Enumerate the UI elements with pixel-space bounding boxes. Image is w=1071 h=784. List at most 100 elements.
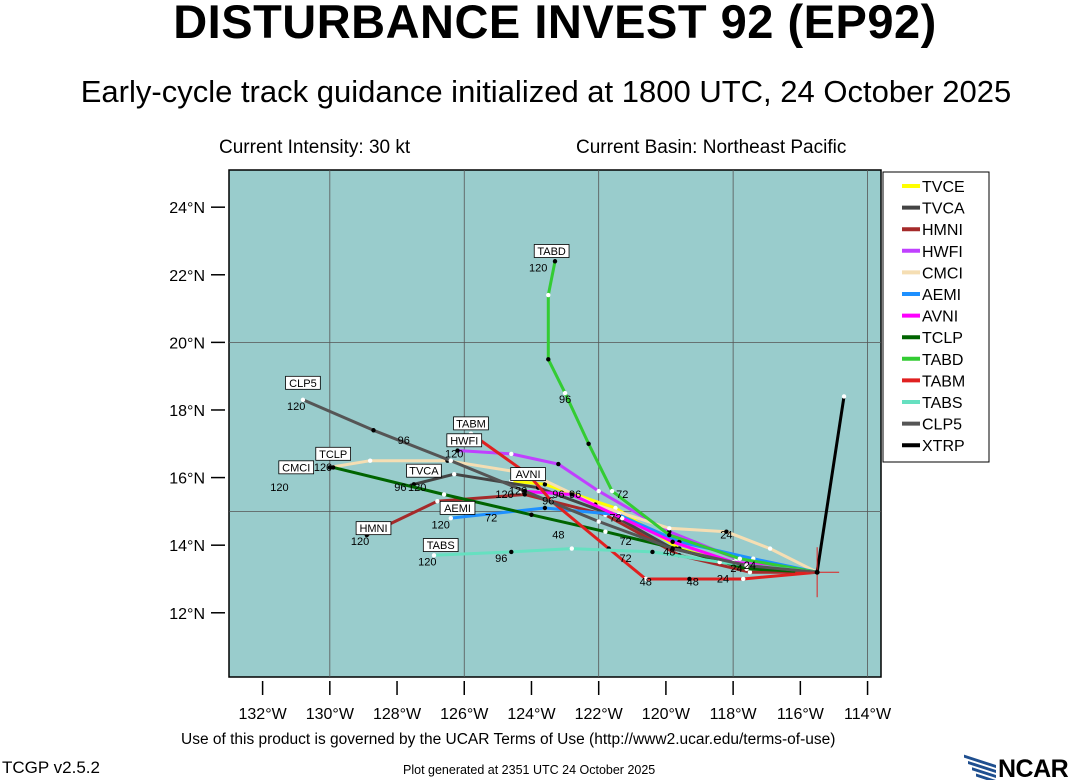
- x-tick-label: 126°W: [440, 706, 489, 723]
- track-point: [552, 259, 558, 264]
- legend-label: AVNI: [922, 309, 958, 326]
- x-tick-label: 114°W: [844, 706, 892, 723]
- terms-of-use-note: Use of this product is governed by the U…: [181, 731, 836, 748]
- track-point: [509, 451, 514, 457]
- track-end-label-box: [406, 463, 442, 478]
- track-point: [546, 357, 551, 362]
- track-point: [744, 566, 749, 572]
- x-tick-label: 128°W: [373, 706, 422, 723]
- track-end-label: TABM: [456, 418, 486, 430]
- forecast-hour-label: 96: [542, 496, 554, 508]
- y-tick-label: 24°N: [169, 200, 205, 217]
- track-end-label: AEMI: [444, 503, 471, 515]
- track-end-label: TCLP: [319, 449, 347, 461]
- track-point: [744, 563, 749, 568]
- track-end-label-box: [285, 375, 321, 390]
- legend-label: XTRP: [922, 438, 965, 455]
- forecast-hour-label: 24: [717, 573, 729, 585]
- forecast-hour-label: 96: [495, 553, 507, 565]
- current-intensity-label: Current Intensity: 30 kt: [219, 137, 411, 158]
- forecast-hour-label: 120: [445, 448, 463, 460]
- forecast-hour-label: 120: [495, 489, 513, 501]
- legend-label: HMNI: [922, 222, 963, 239]
- chart-subtitle: Early-cycle track guidance initialized a…: [80, 74, 1012, 109]
- x-tick-label: 120°W: [642, 706, 691, 723]
- track-point: [441, 492, 447, 497]
- track-point: [596, 488, 601, 494]
- forecast-hour-label: 72: [616, 489, 628, 501]
- forecast-hour-label: 24: [720, 529, 732, 541]
- map-panel: [228, 169, 882, 678]
- track-point: [767, 546, 773, 551]
- generated-timestamp: Plot generated at 2351 UTC 24 October 20…: [403, 763, 656, 777]
- track-point: [569, 492, 575, 497]
- track-point: [737, 556, 743, 561]
- track-end-label-box: [315, 446, 351, 461]
- forecast-hour-label: 96: [552, 489, 564, 501]
- track-end-label: HMNI: [359, 523, 387, 535]
- legend-label: TABM: [922, 373, 965, 390]
- track-end-label: AVNI: [516, 469, 541, 481]
- forecast-hour-label: 120: [270, 482, 288, 494]
- y-tick-label: 12°N: [169, 606, 205, 623]
- track-point: [562, 390, 568, 396]
- track-end-label-box: [446, 433, 483, 448]
- track-end-label: HWFI: [450, 435, 478, 447]
- track-point: [300, 397, 306, 403]
- track-xtrp: [815, 396, 846, 573]
- forecast-hour-label: 96: [398, 435, 410, 447]
- forecast-hour-label: 120: [287, 401, 305, 413]
- forecast-hour-label: 48: [640, 577, 652, 589]
- ncar-logo-icon: [964, 754, 996, 780]
- track-end-label-box: [510, 467, 546, 481]
- x-tick-label: 132°W: [239, 706, 288, 723]
- track-point: [603, 529, 608, 534]
- forecast-hour-label: 48: [687, 577, 699, 589]
- y-tick-label: 14°N: [169, 538, 205, 555]
- track-point: [667, 532, 672, 538]
- forecast-hour-label: 120: [529, 262, 547, 274]
- forecast-hour-label: 120: [509, 485, 527, 497]
- forecast-hour-label: 120: [432, 519, 450, 531]
- track-end-label-box: [422, 538, 459, 552]
- track-point: [451, 472, 457, 477]
- x-tick-label: 116°W: [777, 706, 825, 723]
- track-end-label-box: [278, 460, 315, 475]
- track-clp5: [302, 398, 818, 574]
- forecast-hour-label: 120: [408, 482, 426, 494]
- x-tick-label: 130°W: [306, 706, 355, 723]
- track-end-label-box: [453, 416, 489, 431]
- track-end-label: TABS: [427, 540, 455, 552]
- forecast-hour-label: 24: [744, 560, 756, 572]
- track-point: [609, 488, 615, 494]
- ncar-logo-text: NCAR: [998, 755, 1069, 783]
- forecast-hour-label: 72: [619, 536, 631, 548]
- current-basin-label: Current Basin: Northeast Pacific: [576, 137, 847, 158]
- track-end-label-box: [533, 244, 570, 258]
- x-tick-label: 122°W: [575, 706, 624, 723]
- origin-point: [814, 569, 820, 575]
- track-point: [741, 576, 746, 582]
- track-point: [371, 428, 376, 433]
- track-end-label: CLP5: [289, 378, 317, 390]
- forecast-hour-label: 48: [552, 529, 564, 541]
- forecast-hour-label: 72: [485, 513, 497, 525]
- track-point: [522, 492, 527, 497]
- track-point: [529, 512, 534, 517]
- track-point: [613, 505, 618, 511]
- track-point: [455, 448, 460, 453]
- forecast-hour-label: 96: [569, 489, 581, 501]
- legend-label: CMCI: [922, 265, 963, 282]
- forecast-hour-label: 96: [394, 482, 406, 494]
- forecast-hour-label: 96: [559, 394, 571, 406]
- track-point: [586, 441, 591, 446]
- forecast-hour-label: 48: [663, 546, 675, 558]
- forecast-hour-label: 120: [418, 556, 436, 568]
- y-tick-label: 18°N: [169, 403, 205, 420]
- track-point: [841, 394, 847, 399]
- legend-box: [882, 171, 990, 463]
- y-tick-label: 22°N: [169, 268, 205, 285]
- track-aemi: [450, 506, 818, 574]
- track-end-label-box: [355, 521, 392, 536]
